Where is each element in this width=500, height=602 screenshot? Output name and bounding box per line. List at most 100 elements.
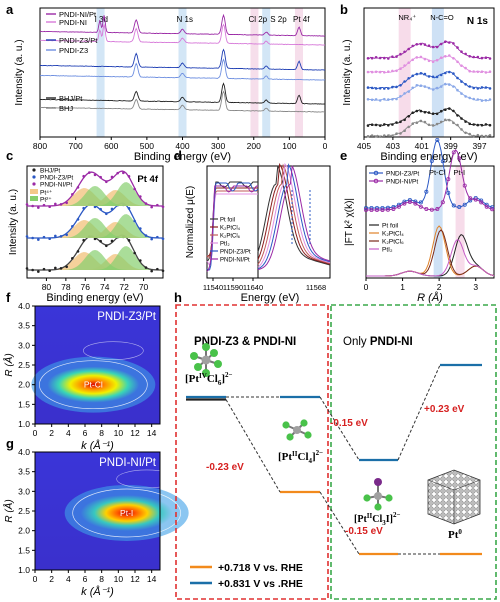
data-point [403, 92, 406, 95]
data-point [59, 235, 63, 238]
data-point [76, 186, 80, 189]
series-line-2 [39, 48, 325, 71]
x-tick-label: 76 [81, 282, 91, 292]
left-dashed-box [175, 304, 329, 600]
data-point [484, 71, 488, 74]
data-point [370, 86, 374, 90]
x-tick-label: 11568 [306, 283, 326, 292]
data-point [452, 109, 455, 113]
data-point [399, 120, 402, 124]
data-point [156, 267, 159, 271]
legend-label: Pt foil [220, 218, 235, 224]
x-axis-label: Energy (eV) [241, 292, 300, 304]
data-point [464, 52, 467, 56]
data-point [439, 56, 443, 59]
legend-label: PNDI-Z3/Pt [59, 36, 98, 45]
x-tick-label: 400 [175, 141, 189, 151]
panel-h-legend: +0.718 V vs. RHE +0.831 V vs .RHE [190, 562, 303, 590]
data-point [464, 66, 467, 70]
x-tick-label: 2 [49, 574, 54, 584]
connector-1b [225, 399, 281, 493]
data-point [383, 56, 386, 60]
data-point [411, 122, 415, 125]
data-point [468, 69, 472, 73]
data-point [448, 107, 451, 110]
data-point [378, 70, 382, 74]
legend-marker [373, 178, 379, 184]
connector-2b [319, 491, 360, 555]
x-tick-label: 6 [83, 574, 88, 584]
data-point [99, 207, 102, 211]
data-point [396, 204, 401, 209]
legend-marker [32, 168, 36, 172]
data-point [366, 124, 370, 127]
data-point [110, 207, 114, 211]
energy-step-4: -0.15 eV [345, 526, 383, 537]
legend-718: +0.718 V vs. RHE [218, 562, 303, 574]
legend-label: PNDI-Z3/Pt [220, 250, 251, 256]
data-point [133, 219, 136, 223]
data-point [431, 75, 435, 79]
left-box-title: PNDI-Z3 & PNDI-NI [194, 336, 296, 348]
data-point [411, 44, 415, 48]
data-point [37, 270, 40, 273]
data-point [110, 175, 114, 179]
data-point [456, 76, 459, 80]
data-point [25, 203, 29, 206]
data-point [383, 87, 386, 90]
panel-d-xanes: Pt foil K₂PtCl₄ K₂PtCl₆ PtI₂ PNDI-Z3/Pt PNDI-… [185, 162, 331, 304]
data-point [452, 121, 455, 125]
x-tick-label: 14 [147, 428, 157, 438]
y-axis-label: Intensity (a. u.) [8, 189, 19, 255]
y-axis-label: |FT k² χ(k)| [344, 198, 355, 246]
data-point [374, 135, 378, 138]
data-point [435, 45, 439, 49]
data-point [93, 173, 97, 177]
data-point [435, 122, 439, 126]
molecule-ptcl4-icon [282, 419, 312, 441]
x-axis-label: Binding energy (eV) [46, 292, 143, 304]
series-line-3 [39, 58, 326, 81]
peak-label: N-C=O [430, 13, 454, 22]
data-point [399, 95, 402, 98]
data-point [407, 90, 411, 93]
series-line-2 [367, 71, 491, 90]
legend-label: PtI₂ [220, 242, 230, 248]
data-point [472, 86, 476, 90]
data-point [395, 69, 398, 73]
y-tick-label: 4.0 [18, 301, 30, 311]
peak-label: Pt-Cl [429, 168, 446, 177]
y-tick-label: 3.0 [18, 340, 30, 350]
data-point [387, 124, 390, 127]
data-point [427, 59, 431, 63]
data-point [456, 88, 459, 92]
contour-hot [80, 494, 173, 531]
legend-label: PNDI-Z3/Pt [386, 171, 419, 178]
peak-band [294, 8, 303, 137]
legend-label: K₂PtCl₄ [382, 231, 404, 238]
xanes-right-1 [257, 162, 331, 265]
data-point [383, 123, 386, 126]
exafs-line-5 [366, 238, 495, 277]
data-point [484, 134, 488, 138]
band-nco [431, 8, 444, 137]
fill-pt2-b [27, 246, 163, 270]
peak-band [262, 8, 271, 137]
data-point [42, 203, 46, 207]
data-point [374, 70, 378, 74]
pt0-cluster-icon [427, 469, 481, 525]
legend-marker [373, 170, 379, 176]
xanes-right-2 [257, 163, 331, 265]
data-point [54, 202, 57, 206]
data-point [460, 117, 463, 120]
legend-label: BHJ/Pt [59, 94, 83, 103]
panel-title: PNDI-NI/Pt [99, 457, 157, 469]
data-point [65, 233, 68, 237]
data-point [395, 85, 398, 89]
panel-letter-g: g [6, 436, 14, 451]
panel-title: PNDI-Z3/Pt [97, 311, 157, 323]
y-axis-label: Normalized μ(E) [185, 186, 196, 258]
data-point [383, 97, 386, 101]
data-point [423, 72, 427, 76]
